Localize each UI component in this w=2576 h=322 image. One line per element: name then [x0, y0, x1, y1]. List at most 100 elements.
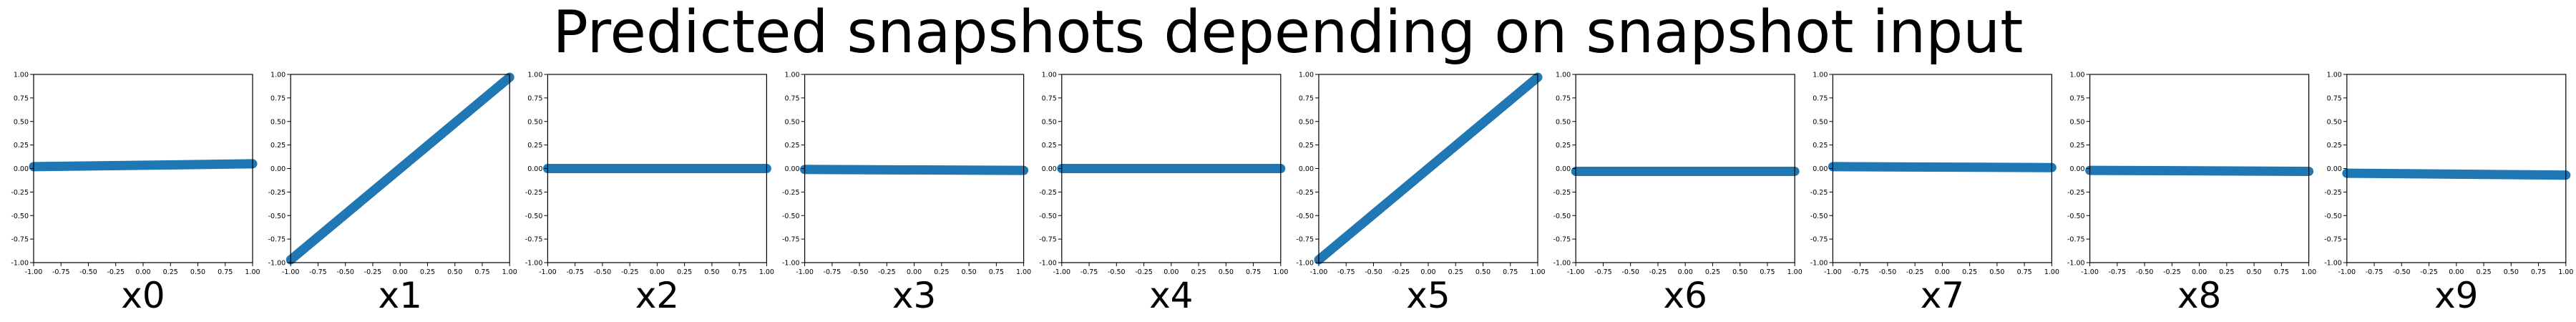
series-5-0 — [1315, 73, 1541, 264]
x-tick-label-7-7: 0.75 — [2017, 268, 2032, 276]
x-tick-label-3-3: -0.25 — [878, 268, 896, 276]
y-tick-label-2-7: 0.75 — [527, 94, 542, 102]
x-tick-label-4-4: 0.00 — [1163, 268, 1179, 276]
y-tick-label-6-3: -0.25 — [1553, 189, 1571, 197]
x-tick-label-6-7: 0.75 — [1760, 268, 1775, 276]
x-tick-label-9-4: 0.00 — [2449, 268, 2464, 276]
x-tick-label-6-0: -1.00 — [1567, 268, 1585, 276]
x-tick-label-9-7: 0.75 — [2531, 268, 2546, 276]
y-tick-label-9-6: 0.50 — [2327, 118, 2342, 126]
x-tick-label-9-1: -0.75 — [2366, 268, 2384, 276]
x-tick-label-7-2: -0.50 — [1879, 268, 1897, 276]
y-tick-label-6-2: -0.50 — [1553, 213, 1571, 220]
x-tick-label-0-7: 0.75 — [218, 268, 233, 276]
x-tick-label-1-1: -0.75 — [309, 268, 327, 276]
y-tick-label-7-8: 1.00 — [1813, 72, 1828, 79]
x-tick-label-9-5: 0.25 — [2476, 268, 2491, 276]
y-tick-label-7-6: 0.50 — [1813, 118, 1828, 126]
subplot-2: -1.00 -0.75 -0.50 -0.25 0.00 0.25 0.50 0.75 1.00… — [525, 72, 774, 317]
y-tick-label-9-5: 0.25 — [2327, 142, 2342, 150]
y-tick-label-9-2: -0.50 — [2324, 213, 2342, 220]
subplot-4: -1.00 -0.75 -0.50 -0.25 0.00 0.25 0.50 0.75 1.00… — [1039, 72, 1288, 317]
y-tick-label-0-8: 1.00 — [14, 72, 29, 79]
y-tick-label-7-2: -0.50 — [1810, 213, 1828, 220]
x-tick-label-8-8: 1.00 — [2301, 268, 2316, 276]
y-tick-label-2-0: -1.00 — [525, 260, 543, 268]
y-tick-label-2-4: 0.00 — [527, 165, 542, 173]
x-tick-label-7-8: 1.00 — [2044, 268, 2059, 276]
x-tick-label-1-8: 1.00 — [502, 268, 517, 276]
x-tick-label-0-4: 0.00 — [135, 268, 150, 276]
y-tick-label-2-6: 0.50 — [527, 118, 542, 126]
series-8-0 — [2089, 165, 2309, 176]
x-tick-label-4-8: 1.00 — [1273, 268, 1288, 276]
x-tick-label-2-1: -0.75 — [566, 268, 584, 276]
x-tick-label-0-0: -1.00 — [25, 268, 43, 276]
x-tick-label-1-4: 0.00 — [393, 268, 408, 276]
x-tick-label-3-1: -0.75 — [824, 268, 841, 276]
y-tick-label-9-7: 0.75 — [2327, 94, 2342, 102]
y-tick-label-9-0: -1.00 — [2324, 260, 2342, 268]
x-tick-label-5-7: 0.75 — [1503, 268, 1518, 276]
subplot-0: -1.00 -0.75 -0.50 -0.25 0.00 0.25 0.50 0.75 1.00… — [11, 72, 260, 317]
y-tick-label-3-4: 0.00 — [784, 165, 799, 173]
x-tick-label-5-5: 0.25 — [1448, 268, 1463, 276]
y-tick-label-6-4: 0.00 — [1556, 165, 1571, 173]
y-tick-label-4-3: -0.25 — [1039, 189, 1057, 197]
subplot-6: -1.00 -0.75 -0.50 -0.25 0.00 0.25 0.50 0.75 1.00… — [1553, 72, 1802, 317]
y-tick-label-5-7: 0.75 — [1299, 94, 1314, 102]
x-axis-label-9: x9 — [2434, 275, 2478, 316]
x-tick-label-8-2: -0.50 — [2136, 268, 2154, 276]
x-axis-label-3: x3 — [892, 275, 936, 316]
x-tick-label-3-5: 0.25 — [934, 268, 949, 276]
y-tick-label-0-6: 0.50 — [14, 118, 29, 126]
x-tick-label-1-2: -0.50 — [336, 268, 354, 276]
y-tick-label-0-2: -0.50 — [11, 213, 29, 220]
y-tick-label-2-5: 0.25 — [527, 142, 542, 150]
x-tick-label-3-4: 0.00 — [907, 268, 922, 276]
x-tick-label-2-5: 0.25 — [677, 268, 692, 276]
subplot-7: -1.00 -0.75 -0.50 -0.25 0.00 0.25 0.50 0.75 1.00… — [1810, 72, 2059, 317]
y-tick-label-8-0: -1.00 — [2067, 260, 2085, 268]
y-tick-label-2-3: -0.25 — [525, 189, 543, 197]
x-tick-label-4-0: -1.00 — [1053, 268, 1071, 276]
y-tick-label-9-1: -0.75 — [2324, 236, 2342, 244]
x-tick-label-7-1: -0.75 — [1851, 268, 1869, 276]
x-tick-label-8-4: 0.00 — [2192, 268, 2207, 276]
y-tick-label-0-5: 0.25 — [14, 142, 29, 150]
y-tick-label-3-7: 0.75 — [784, 94, 799, 102]
y-tick-label-4-0: -1.00 — [1039, 260, 1057, 268]
y-tick-label-3-2: -0.50 — [782, 213, 800, 220]
y-tick-label-9-8: 1.00 — [2327, 72, 2342, 79]
x-tick-label-7-6: 0.50 — [1989, 268, 2004, 276]
y-tick-label-4-7: 0.75 — [1042, 94, 1057, 102]
y-tick-label-2-1: -0.75 — [525, 236, 543, 244]
y-tick-label-5-4: 0.00 — [1299, 165, 1314, 173]
x-tick-label-2-6: 0.50 — [704, 268, 719, 276]
x-axis-label-6: x6 — [1663, 275, 1707, 316]
y-tick-label-0-0: -1.00 — [11, 260, 29, 268]
y-tick-label-8-4: 0.00 — [2069, 165, 2084, 173]
y-tick-label-3-1: -0.75 — [782, 236, 800, 244]
y-tick-label-4-6: 0.50 — [1042, 118, 1057, 126]
y-tick-label-3-0: -1.00 — [782, 260, 800, 268]
x-tick-label-4-7: 0.75 — [1246, 268, 1261, 276]
x-tick-label-1-5: 0.25 — [420, 268, 435, 276]
y-tick-label-6-7: 0.75 — [1556, 94, 1571, 102]
y-tick-label-4-1: -0.75 — [1039, 236, 1057, 244]
y-tick-label-5-3: -0.25 — [1296, 189, 1314, 197]
x-tick-label-2-0: -1.00 — [539, 268, 557, 276]
x-tick-label-6-1: -0.75 — [1594, 268, 1612, 276]
x-tick-label-1-6: 0.50 — [447, 268, 462, 276]
y-tick-label-7-4: 0.00 — [1813, 165, 1828, 173]
y-tick-label-3-6: 0.50 — [784, 118, 799, 126]
x-tick-label-8-7: 0.75 — [2274, 268, 2289, 276]
y-tick-label-8-7: 0.75 — [2069, 94, 2084, 102]
x-tick-label-3-6: 0.50 — [962, 268, 977, 276]
x-tick-label-8-5: 0.25 — [2219, 268, 2234, 276]
x-axis-label-0: x0 — [121, 275, 165, 316]
x-tick-label-5-0: -1.00 — [1310, 268, 1328, 276]
y-tick-label-6-0: -1.00 — [1553, 260, 1571, 268]
x-tick-label-9-6: 0.50 — [2504, 268, 2519, 276]
